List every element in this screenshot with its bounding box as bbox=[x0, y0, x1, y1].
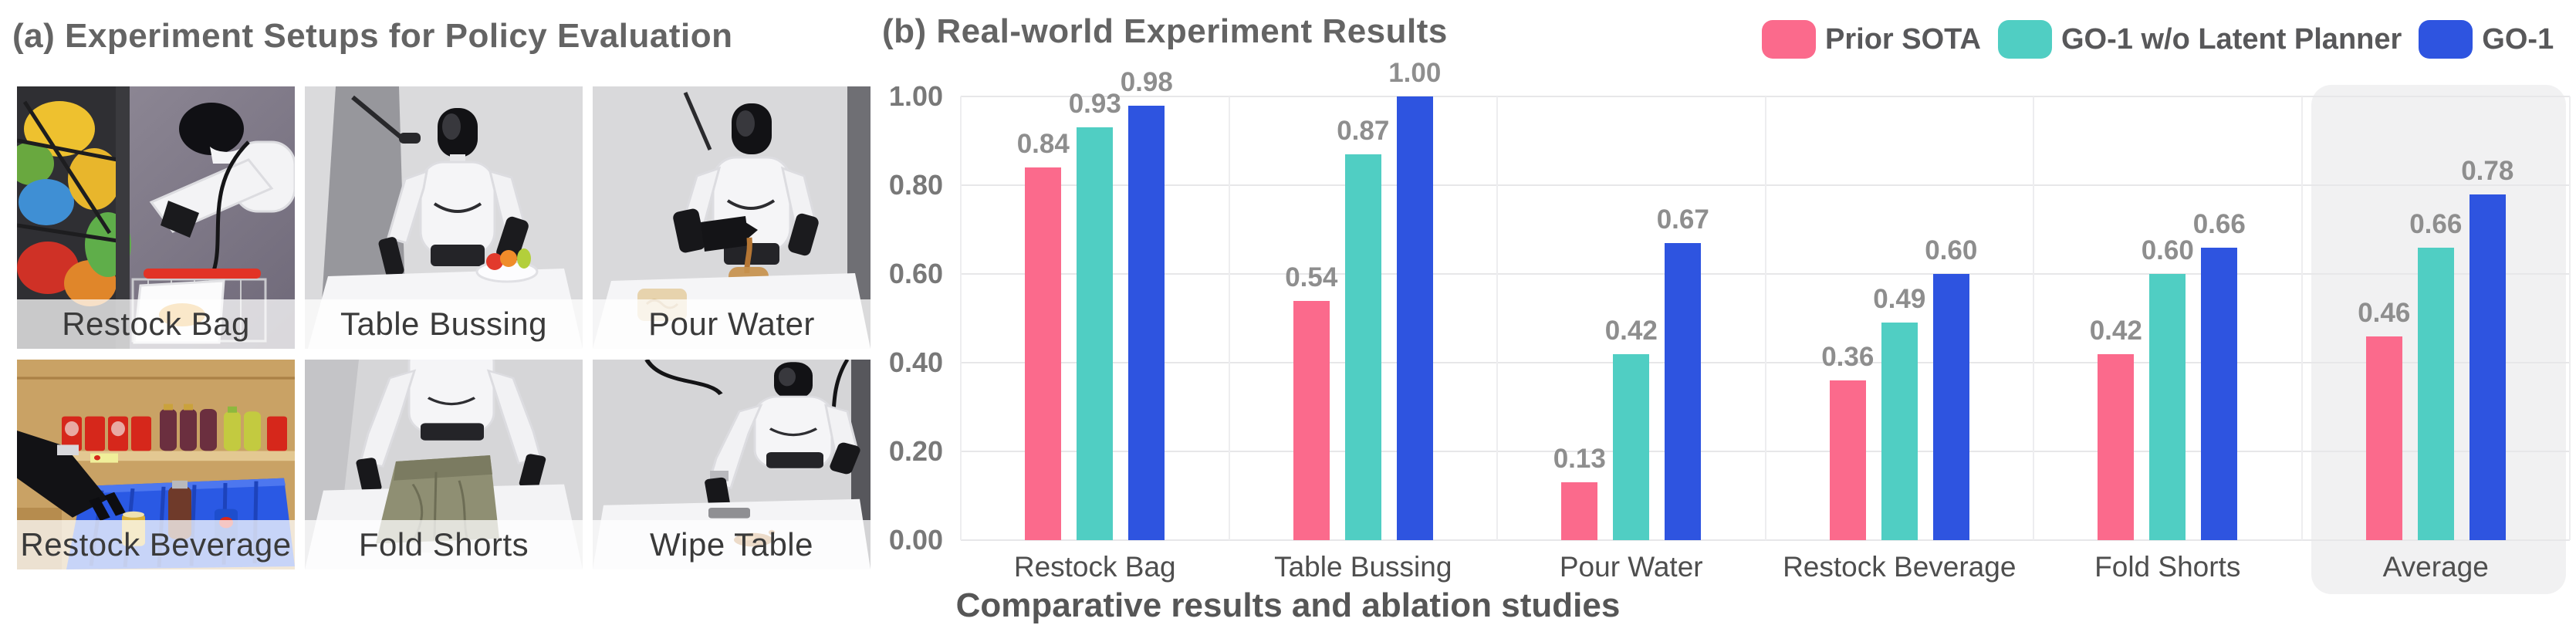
bar-go-1-1 bbox=[1396, 96, 1433, 540]
bar-value-label: 0.87 bbox=[1337, 115, 1390, 146]
x-axis-label-average: Average bbox=[2382, 551, 2489, 583]
bar-go-1-2 bbox=[1665, 242, 1702, 540]
legend-swatch-icon bbox=[1762, 20, 1816, 59]
bar-value-label: 0.66 bbox=[2409, 208, 2463, 239]
legend-label: Prior SOTA bbox=[1825, 22, 1981, 56]
bar-prior-sota-2 bbox=[1561, 482, 1598, 540]
group-separator bbox=[1228, 96, 1230, 540]
bar-go-1-w-o-latent-planner-3 bbox=[1881, 323, 1918, 540]
bar-value-label: 0.93 bbox=[1068, 89, 1121, 120]
legend-label: GO-1 bbox=[2482, 22, 2554, 56]
x-axis-label-restock-bag: Restock Bag bbox=[1013, 551, 1176, 583]
photo-label-restock-bag: Restock Bag bbox=[17, 299, 295, 349]
bar-go-1-w-o-latent-planner-5 bbox=[2417, 247, 2454, 540]
bar-value-label: 0.36 bbox=[1821, 342, 1875, 372]
group-separator bbox=[1496, 96, 1498, 540]
legend-label: GO-1 w/o Latent Planner bbox=[2061, 22, 2402, 56]
bar-value-label: 0.42 bbox=[2089, 315, 2142, 346]
bar-value-label: 0.84 bbox=[1016, 129, 1070, 159]
gridline-y-0.00 bbox=[961, 539, 2570, 541]
bar-go-1-w-o-latent-planner-2 bbox=[1613, 353, 1650, 540]
photo-label-table-bussing: Table Bussing bbox=[305, 299, 583, 349]
bar-value-label: 0.60 bbox=[1925, 235, 1978, 265]
photo-fold-shorts: Fold Shorts bbox=[305, 360, 583, 569]
bar-prior-sota-3 bbox=[1829, 380, 1866, 540]
bar-prior-sota-5 bbox=[2365, 336, 2402, 540]
bar-value-label: 0.13 bbox=[1553, 444, 1606, 475]
chart-legend: Prior SOTA GO-1 w/o Latent Planner GO-1 bbox=[1762, 20, 2554, 59]
photo-label-restock-beverage: Restock Beverage bbox=[17, 520, 295, 569]
bar-go-1-5 bbox=[2469, 194, 2506, 540]
bar-go-1-w-o-latent-planner-0 bbox=[1077, 127, 1114, 540]
legend-swatch-icon bbox=[1998, 20, 2052, 59]
y-axis-tick: 0.60 bbox=[888, 258, 943, 289]
bar-go-1-w-o-latent-planner-1 bbox=[1344, 154, 1381, 540]
bar-go-1-0 bbox=[1128, 105, 1165, 540]
bar-prior-sota-0 bbox=[1025, 167, 1062, 540]
experiment-photo-grid: Restock Bag bbox=[17, 86, 870, 569]
photo-restock-beverage: Restock Beverage bbox=[17, 360, 295, 569]
group-separator bbox=[2033, 96, 2034, 540]
group-separator bbox=[1764, 96, 1766, 540]
figure-caption: Comparative results and ablation studies bbox=[955, 586, 1621, 624]
bar-value-label: 0.42 bbox=[1604, 315, 1658, 346]
y-axis-tick: 0.20 bbox=[888, 435, 943, 467]
group-separator bbox=[2300, 96, 2303, 540]
bar-value-label: 0.46 bbox=[2358, 297, 2411, 328]
bar-value-label: 0.78 bbox=[2461, 155, 2514, 186]
photo-table-bussing: Table Bussing bbox=[305, 86, 583, 349]
bar-go-1-w-o-latent-planner-4 bbox=[2149, 274, 2186, 540]
bar-value-label: 1.00 bbox=[1388, 58, 1442, 88]
photo-wipe-table: Wipe Table bbox=[593, 360, 870, 569]
bar-value-label: 0.98 bbox=[1120, 66, 1173, 97]
x-axis-label-table-bussing: Table Bussing bbox=[1274, 551, 1452, 583]
y-axis-tick: 0.80 bbox=[888, 169, 943, 201]
y-axis-tick: 1.00 bbox=[888, 80, 943, 112]
legend-item-go-1: GO-1 bbox=[2419, 20, 2554, 59]
x-axis-label-pour-water: Pour Water bbox=[1559, 551, 1703, 583]
photo-label-fold-shorts: Fold Shorts bbox=[305, 520, 583, 569]
group-separator bbox=[2569, 96, 2571, 540]
panel-a-title: (a) Experiment Setups for Policy Evaluat… bbox=[12, 17, 733, 55]
photo-restock-bag: Restock Bag bbox=[17, 86, 295, 349]
y-axis-tick: 0.00 bbox=[888, 524, 943, 556]
y-axis-tick: 0.40 bbox=[888, 346, 943, 378]
photo-label-pour-water: Pour Water bbox=[593, 299, 870, 349]
x-axis-label-restock-beverage: Restock Beverage bbox=[1783, 551, 2017, 583]
bar-go-1-4 bbox=[2201, 247, 2238, 540]
photo-pour-water: Pour Water bbox=[593, 86, 870, 349]
group-separator bbox=[960, 96, 962, 540]
bar-value-label: 0.54 bbox=[1285, 262, 1338, 292]
restock-beverage-illustration bbox=[17, 360, 295, 569]
legend-item-prior-sota: Prior SOTA bbox=[1762, 20, 1981, 59]
bar-go-1-3 bbox=[1932, 274, 1969, 540]
x-axis-label-fold-shorts: Fold Shorts bbox=[2094, 551, 2241, 583]
bar-value-label: 0.49 bbox=[1873, 284, 1926, 315]
panel-b-title: (b) Real-world Experiment Results bbox=[882, 12, 1448, 50]
legend-swatch-icon bbox=[2419, 20, 2473, 59]
bar-value-label: 0.67 bbox=[1656, 204, 1709, 235]
bar-prior-sota-1 bbox=[1293, 300, 1330, 540]
legend-item-go-1-w-o-latent-planner: GO-1 w/o Latent Planner bbox=[1998, 20, 2402, 59]
bar-value-label: 0.60 bbox=[2141, 235, 2194, 265]
bar-value-label: 0.66 bbox=[2192, 208, 2246, 239]
bar-prior-sota-4 bbox=[2098, 353, 2135, 540]
photo-label-wipe-table: Wipe Table bbox=[593, 520, 870, 569]
